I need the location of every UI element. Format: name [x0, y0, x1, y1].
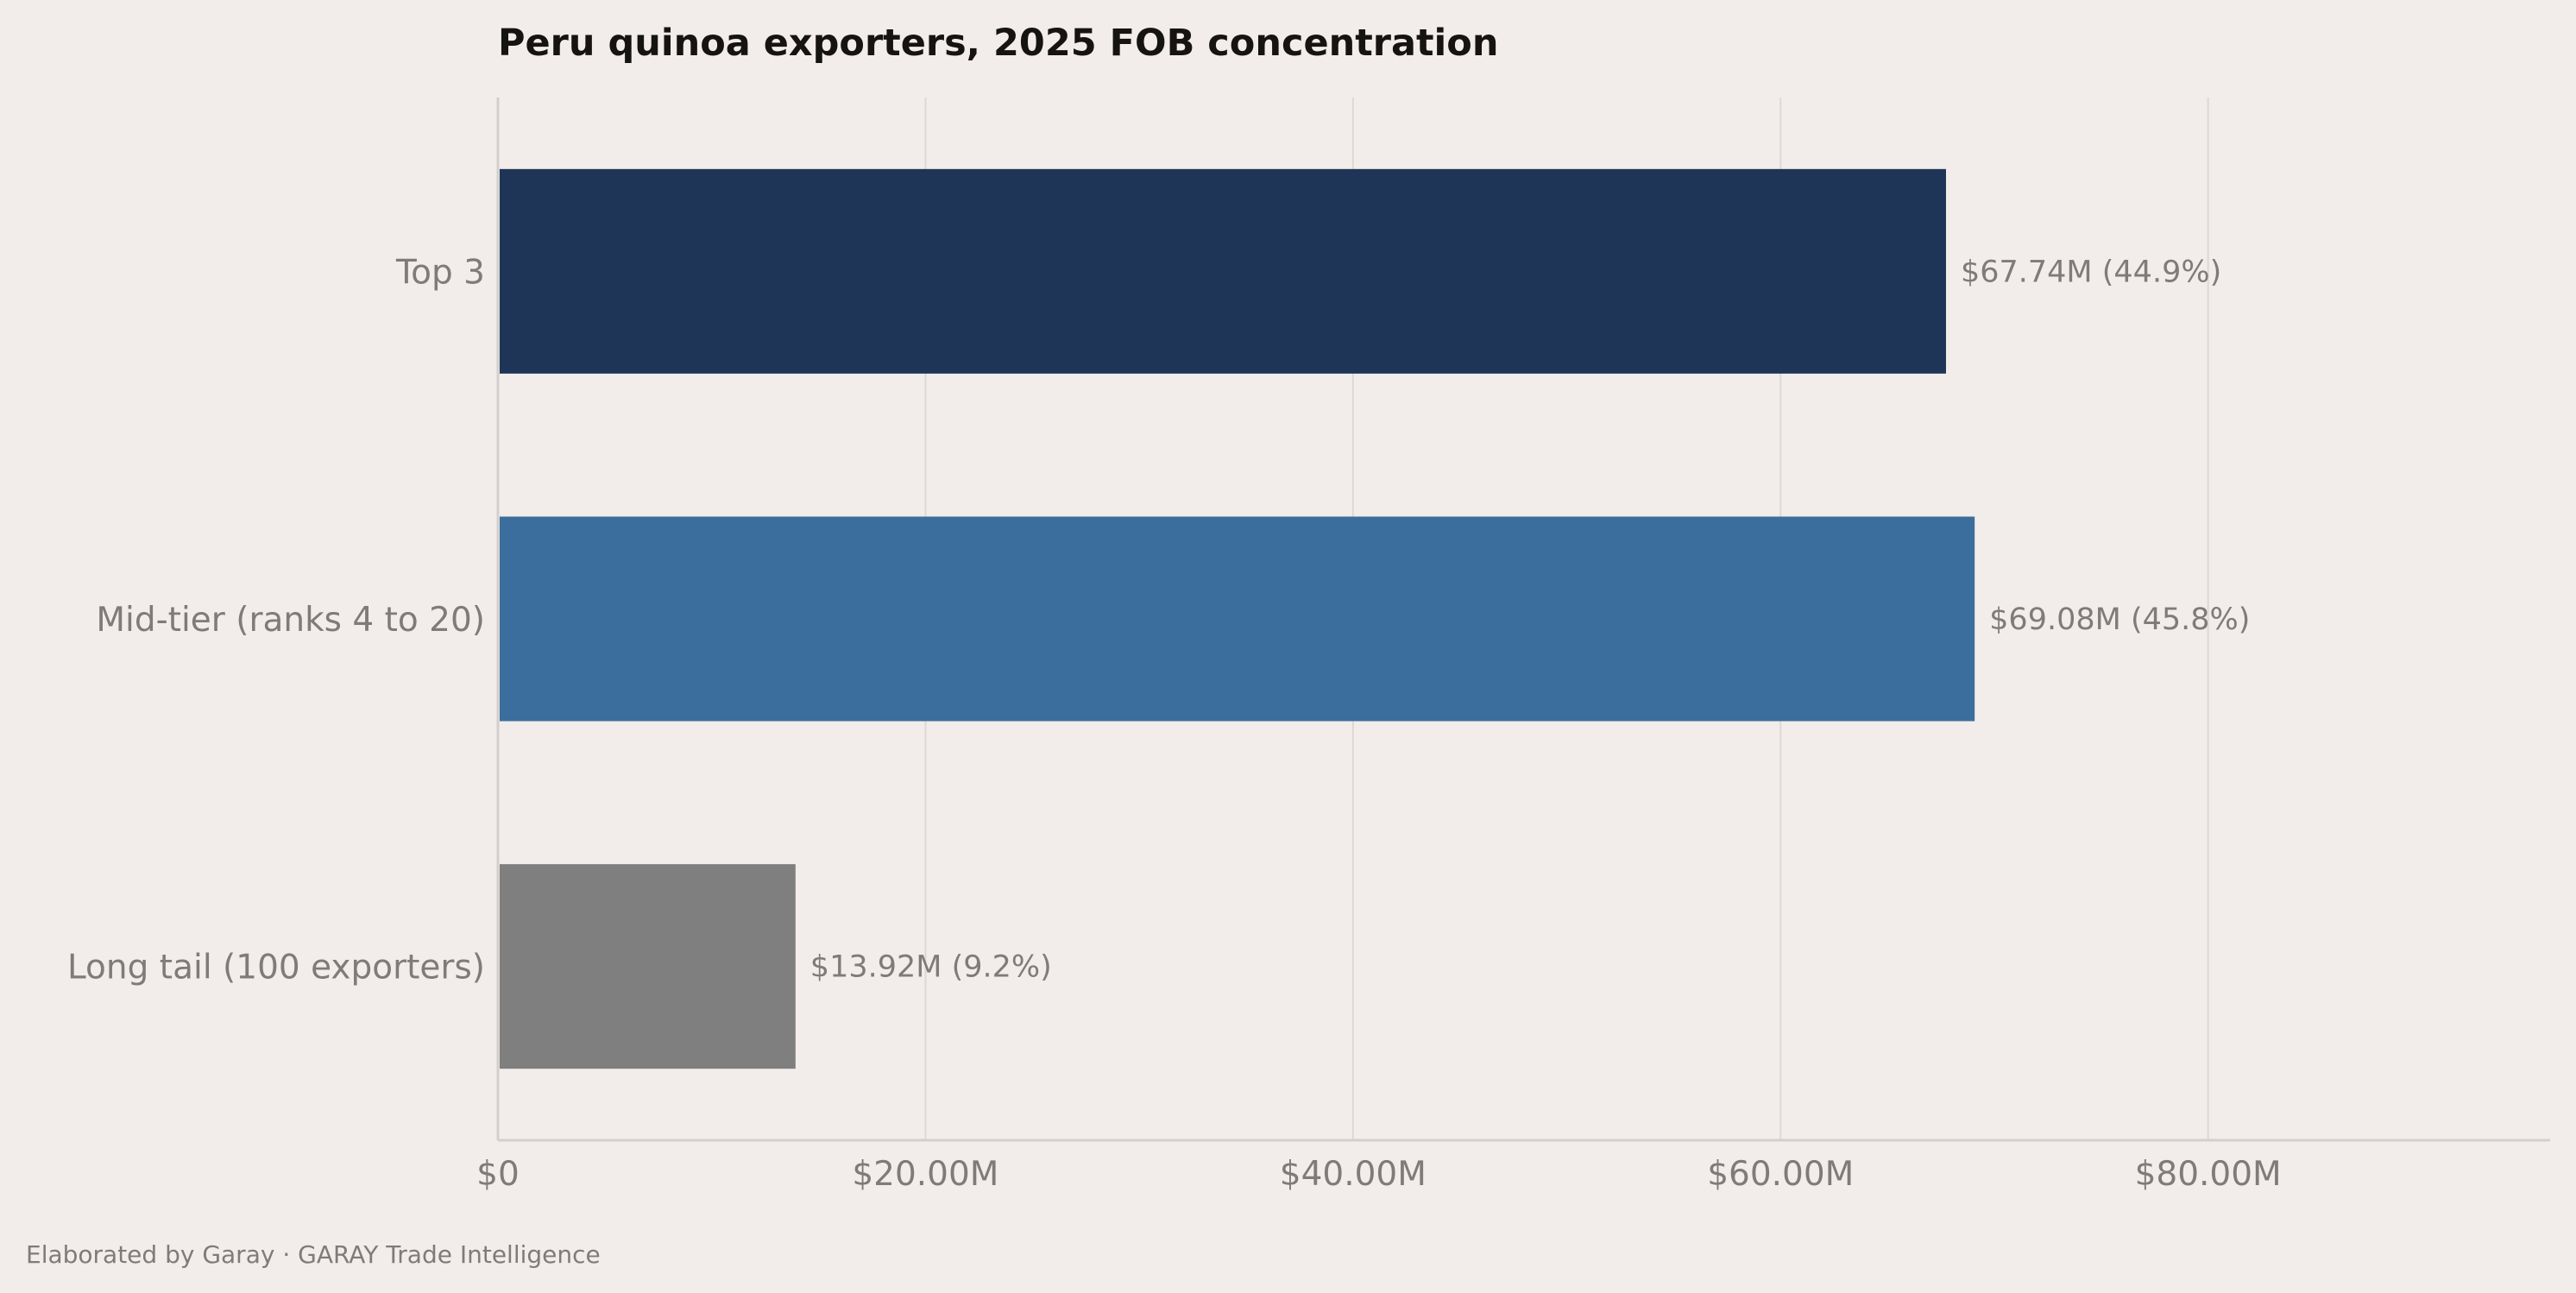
- category-label: Long tail (100 exporters): [67, 949, 485, 987]
- x-tick-label: $0: [476, 1155, 520, 1194]
- x-tick-label: $40.00M: [1280, 1155, 1427, 1194]
- bar: [500, 516, 1975, 722]
- data-label: $13.92M (9.2%): [810, 950, 1052, 985]
- axes: [496, 98, 2550, 1142]
- bar: [500, 864, 796, 1069]
- bar: [500, 168, 1946, 374]
- x-tick-label: $80.00M: [2135, 1155, 2282, 1194]
- bars: [500, 168, 1975, 1069]
- labels: $0 $20.00M $40.00M $60.00M $80.00M Top 3 $67.7…: [67, 253, 2282, 1194]
- x-tick-label: $60.00M: [1707, 1155, 1854, 1194]
- chart-title: Peru quinoa exporters, 2025 FOB concentr…: [498, 22, 1498, 65]
- category-label: Mid-tier (ranks 4 to 20): [96, 601, 485, 640]
- data-label: $67.74M (44.9%): [1961, 255, 2221, 289]
- x-tick-label: $20.00M: [852, 1155, 998, 1194]
- footer-credit: Elaborated by Garay · GARAY Trade Intell…: [26, 1240, 601, 1269]
- category-label: Top 3: [395, 253, 485, 292]
- data-label: $69.08M (45.8%): [1989, 602, 2250, 637]
